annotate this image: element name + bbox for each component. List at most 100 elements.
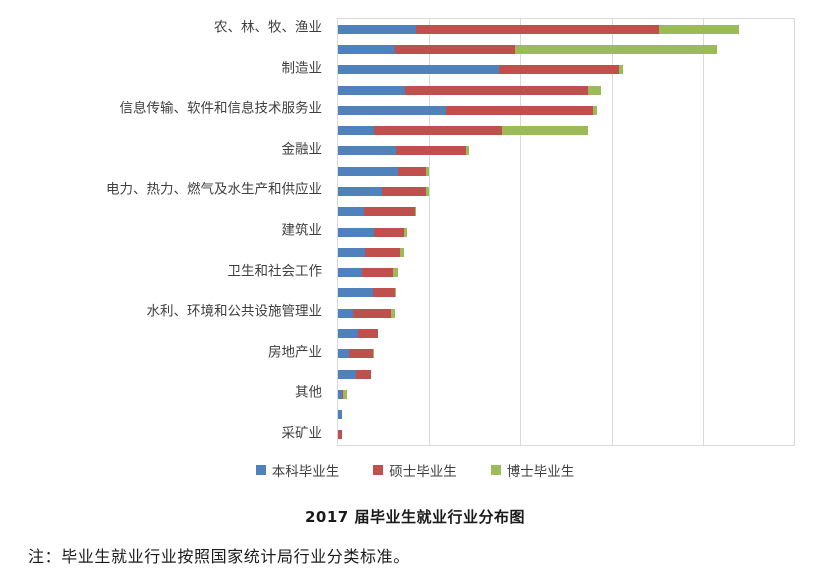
bar-segment-master[interactable] [372, 288, 395, 298]
bar-segment-doctor[interactable] [514, 44, 718, 54]
legend-item[interactable]: 硕士毕业生 [373, 460, 457, 480]
bar-row[interactable] [338, 126, 588, 136]
legend-label: 硕士毕业生 [389, 464, 457, 480]
legend-swatch-master [373, 465, 384, 475]
bar-segment-doctor[interactable] [390, 308, 395, 318]
bar-segment-master[interactable] [352, 308, 391, 318]
bar-segment-bachelor[interactable] [338, 268, 362, 278]
bar-segment-doctor[interactable] [587, 85, 601, 95]
bar-segment-master[interactable] [363, 207, 415, 217]
category-label: 信息传输、软件和信息技术服务业 [119, 100, 323, 117]
bar-row[interactable] [338, 308, 395, 318]
gridline-15 [611, 19, 613, 445]
bar-segment-doctor[interactable] [593, 105, 597, 115]
bar-segment-bachelor[interactable] [338, 65, 499, 75]
category-label: 采矿业 [281, 425, 323, 442]
bar-segment-master[interactable] [374, 227, 404, 237]
bar-segment-master[interactable] [398, 166, 426, 176]
legend-swatch-doctor [490, 465, 501, 475]
figure-caption: 2017 届毕业生就业行业分布图 [305, 508, 525, 526]
bar-segment-master[interactable] [358, 328, 379, 338]
bar-segment-bachelor[interactable] [338, 288, 373, 298]
bar-row[interactable] [338, 430, 342, 440]
bar-segment-bachelor[interactable] [338, 24, 417, 34]
bar-row[interactable] [338, 389, 348, 399]
chart-legend: 本科毕业生 硕士毕业生 博士毕业生 [0, 458, 830, 482]
bar-segment-bachelor[interactable] [338, 186, 382, 196]
chart-figure: 农、林、牧、渔业 制造业 信息传输、软件和信息技术服务业 金融业 电力、热力、燃气及水生… [0, 18, 830, 482]
bar-segment-master[interactable] [381, 186, 426, 196]
bar-segment-doctor[interactable] [425, 186, 430, 196]
bar-segment-master[interactable] [348, 349, 373, 359]
category-label: 水利、环境和公共设施管理业 [146, 303, 323, 320]
bar-row[interactable] [338, 105, 597, 115]
bar-segment-bachelor[interactable] [338, 85, 406, 95]
bar-segment-master[interactable] [394, 44, 515, 54]
bar-row[interactable] [338, 247, 404, 257]
bar-segment-bachelor[interactable] [338, 44, 395, 54]
bar-segment-bachelor[interactable] [338, 105, 446, 115]
bar-row[interactable] [338, 85, 601, 95]
bar-segment-doctor[interactable] [659, 24, 740, 34]
plot-area [337, 18, 795, 446]
bar-row[interactable] [338, 24, 740, 34]
bar-segment-bachelor[interactable] [338, 227, 375, 237]
legend-item[interactable]: 本科毕业生 [255, 460, 339, 480]
bar-segment-bachelor[interactable] [338, 389, 342, 399]
category-label: 房地产业 [268, 343, 322, 360]
bar-segment-bachelor[interactable] [338, 328, 359, 338]
bar-segment-master[interactable] [405, 85, 588, 95]
bar-segment-doctor[interactable] [618, 65, 623, 75]
bar-segment-doctor[interactable] [400, 247, 404, 257]
bar-segment-master[interactable] [498, 65, 619, 75]
category-label: 金融业 [281, 141, 323, 158]
legend-item[interactable]: 博士毕业生 [490, 460, 575, 480]
bar-row[interactable] [338, 369, 371, 379]
bar-row[interactable] [338, 268, 399, 278]
bar-segment-master[interactable] [416, 24, 659, 34]
bar-row[interactable] [338, 207, 417, 217]
bar-segment-doctor[interactable] [502, 126, 588, 136]
bar-row[interactable] [338, 65, 623, 75]
bar-segment-master[interactable] [396, 146, 466, 156]
bar-segment-master[interactable] [361, 268, 393, 278]
bar-segment-doctor[interactable] [372, 349, 375, 359]
bar-segment-bachelor[interactable] [338, 349, 349, 359]
bar-segment-bachelor[interactable] [338, 207, 364, 217]
category-label: 农、林、牧、渔业 [214, 19, 322, 36]
bar-segment-doctor[interactable] [403, 227, 408, 237]
bar-segment-bachelor[interactable] [338, 410, 342, 420]
bar-segment-doctor[interactable] [414, 207, 417, 217]
category-label: 制造业 [281, 59, 323, 76]
gridline-5 [429, 19, 431, 445]
legend-swatch-bachelor [255, 465, 266, 475]
bar-row[interactable] [338, 328, 379, 338]
bar-segment-doctor[interactable] [343, 389, 348, 399]
bar-row[interactable] [338, 146, 470, 156]
bar-row[interactable] [338, 186, 430, 196]
bar-segment-master[interactable] [356, 369, 371, 379]
bar-segment-master[interactable] [374, 126, 503, 136]
bar-segment-doctor[interactable] [465, 146, 470, 156]
bar-segment-doctor[interactable] [425, 166, 430, 176]
bar-row[interactable] [338, 166, 430, 176]
bar-segment-doctor[interactable] [392, 268, 399, 278]
bar-row[interactable] [338, 349, 375, 359]
category-label: 建筑业 [281, 222, 323, 239]
bar-row[interactable] [338, 227, 408, 237]
bar-segment-master[interactable] [445, 105, 594, 115]
bar-row[interactable] [338, 410, 342, 420]
bar-row[interactable] [338, 288, 397, 298]
bar-segment-master[interactable] [338, 430, 342, 440]
legend-label: 博士毕业生 [506, 464, 575, 480]
bar-row[interactable] [338, 44, 718, 54]
bar-segment-bachelor[interactable] [338, 308, 353, 318]
bar-segment-bachelor[interactable] [338, 146, 397, 156]
bar-segment-bachelor[interactable] [338, 126, 375, 136]
bar-segment-bachelor[interactable] [338, 166, 399, 176]
bar-segment-doctor[interactable] [394, 288, 397, 298]
bar-segment-master[interactable] [341, 389, 344, 399]
bar-segment-bachelor[interactable] [338, 247, 366, 257]
bar-segment-bachelor[interactable] [338, 369, 357, 379]
bar-segment-master[interactable] [365, 247, 400, 257]
